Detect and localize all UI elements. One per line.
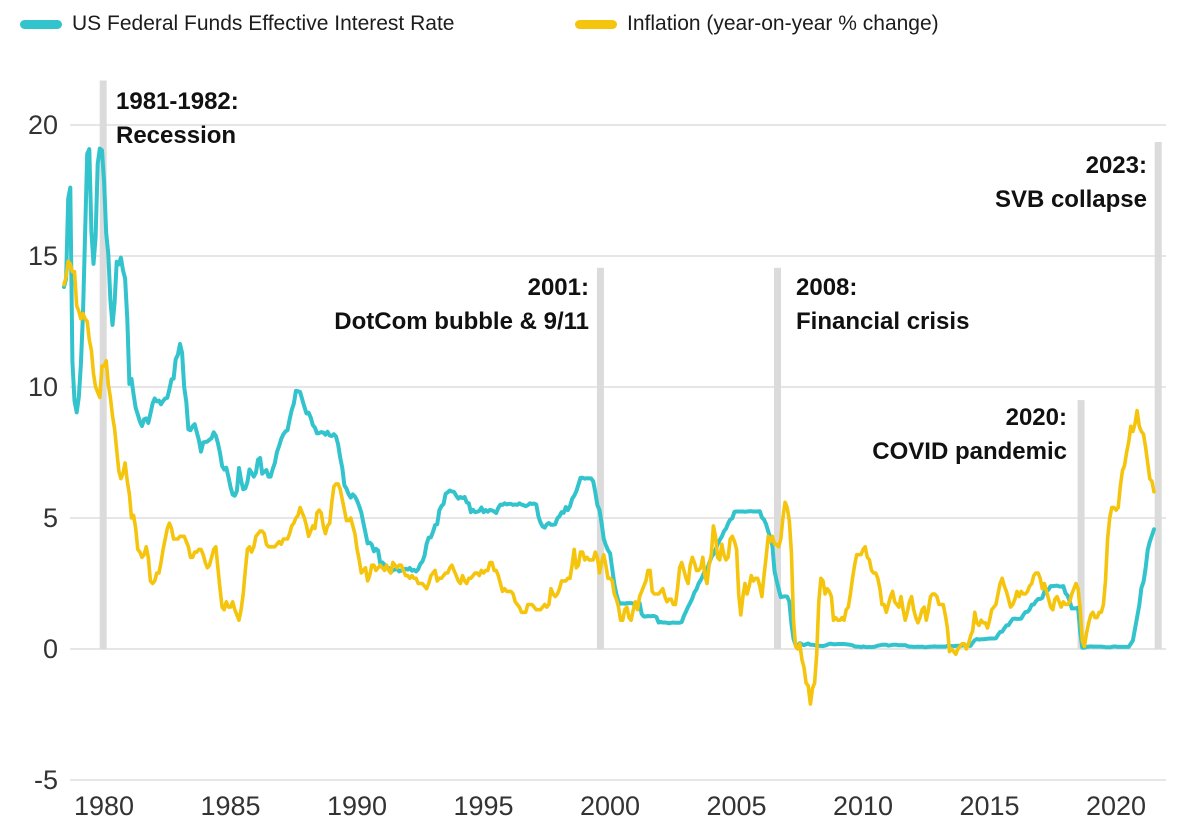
- event-annotation-line2: Financial crisis: [796, 308, 970, 335]
- event-annotation-line2: Recession: [116, 122, 237, 149]
- fed-funds-legend-swatch: [20, 19, 62, 29]
- x-axis-tick-label: 1990: [326, 791, 388, 821]
- event-annotation: 2023: SVB collapse: [995, 149, 1147, 217]
- event-annotation-line1: 1981-1982:: [116, 88, 239, 115]
- x-axis-tick-label: 2005: [706, 791, 767, 821]
- event-bar-2001: [596, 267, 604, 649]
- event-annotation: 2001: DotCom bubble & 9/11: [334, 271, 589, 339]
- y-axis-tick-label: 0: [42, 634, 58, 664]
- x-axis-tick-label: 1985: [200, 791, 261, 821]
- event-annotation-line1: 2001:: [527, 274, 589, 301]
- event-bar-2023: [1154, 142, 1162, 649]
- x-axis-tick-label: 2020: [1085, 791, 1147, 821]
- y-axis-tick-label: 5: [42, 503, 58, 533]
- event-annotation: 2020: COVID pandemic: [872, 401, 1067, 469]
- y-axis-tick-label: 10: [27, 372, 58, 402]
- inflation-legend-swatch: [575, 19, 617, 29]
- x-axis-tick-label: 2000: [579, 791, 641, 821]
- x-axis-tick-label: 1995: [453, 791, 514, 821]
- y-axis-tick-label: 20: [27, 110, 58, 140]
- x-axis-tick-label: 1980: [73, 791, 135, 821]
- event-annotation: 1981-1982: Recession: [116, 85, 239, 153]
- legend-item-inflation: Inflation (year-on-year % change): [575, 11, 939, 37]
- x-axis-tick-label: 2010: [832, 791, 894, 821]
- event-annotation-line1: 2023:: [1085, 152, 1147, 179]
- event-annotation-line2: COVID pandemic: [872, 438, 1067, 465]
- event-bar-2020: [1077, 400, 1085, 649]
- event-annotation-line2: SVB collapse: [994, 186, 1147, 213]
- event-annotation-line2: DotCom bubble & 9/11: [334, 308, 589, 335]
- series-line-0: [62, 146, 1156, 650]
- series-line-1: [62, 259, 1156, 706]
- fed-funds-legend-label: US Federal Funds Effective Interest Rate: [72, 12, 455, 35]
- y-axis-tick-label: -5: [33, 765, 58, 795]
- event-bar-2008: [774, 267, 781, 649]
- y-axis-tick-label: 15: [27, 241, 58, 271]
- event-annotation-line1: 2020:: [1005, 404, 1067, 431]
- event-annotation: 2008: Financial crisis: [796, 271, 969, 339]
- legend-item-fed-funds: US Federal Funds Effective Interest Rate: [20, 11, 454, 37]
- event-annotation-line1: 2008:: [796, 274, 858, 301]
- inflation-legend-label: Inflation (year-on-year % change): [627, 12, 939, 35]
- x-axis-tick-label: 2015: [959, 791, 1020, 821]
